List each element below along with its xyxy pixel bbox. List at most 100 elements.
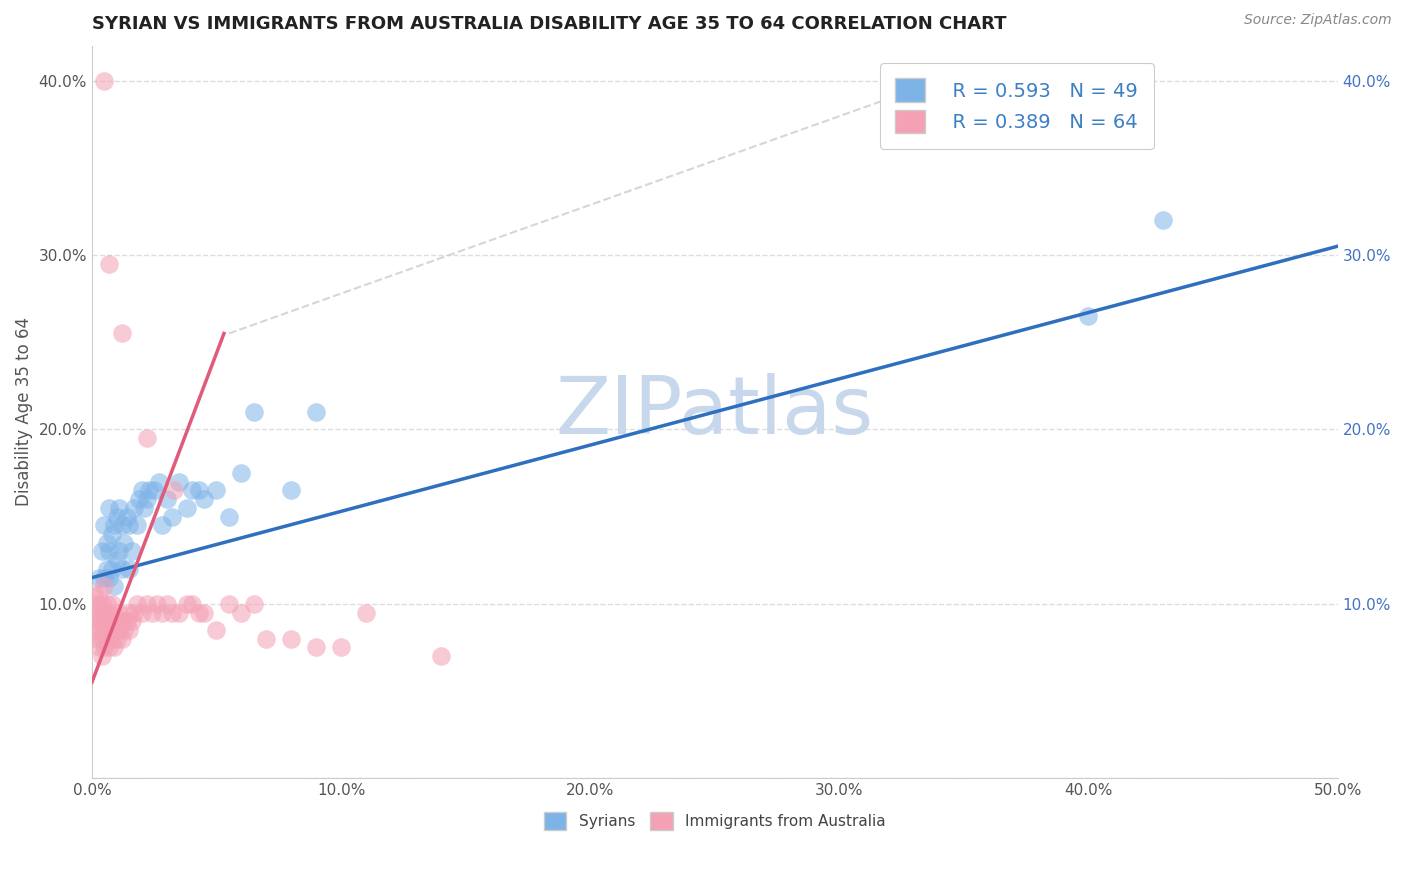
Point	[93, 518, 115, 533]
Point	[93, 571, 115, 585]
Point	[115, 509, 138, 524]
Point	[89, 623, 111, 637]
Point	[103, 518, 125, 533]
Point	[1077, 309, 1099, 323]
Point	[118, 606, 141, 620]
Point	[105, 553, 128, 567]
Point	[128, 492, 150, 507]
Point	[205, 483, 228, 498]
Point	[231, 606, 253, 620]
Point	[180, 597, 202, 611]
Point	[90, 649, 112, 664]
Point	[156, 492, 179, 507]
Point	[205, 623, 228, 637]
Point	[122, 500, 145, 515]
Point	[98, 623, 121, 637]
Point	[108, 623, 131, 637]
Point	[131, 483, 153, 498]
Point	[96, 597, 118, 611]
Point	[121, 544, 143, 558]
Point	[98, 544, 121, 558]
Legend: Syrians, Immigrants from Australia: Syrians, Immigrants from Australia	[537, 805, 893, 837]
Point	[86, 632, 108, 646]
Point	[93, 73, 115, 87]
Point	[89, 588, 111, 602]
Point	[111, 614, 134, 628]
Point	[101, 632, 124, 646]
Point	[141, 606, 163, 620]
Point	[218, 597, 240, 611]
Point	[188, 606, 211, 620]
Point	[176, 500, 198, 515]
Point	[160, 509, 183, 524]
Point	[89, 606, 111, 620]
Point	[89, 640, 111, 655]
Point	[188, 483, 211, 498]
Point	[101, 597, 124, 611]
Point	[108, 544, 131, 558]
Text: ZIPatlas: ZIPatlas	[555, 373, 875, 451]
Point	[156, 597, 179, 611]
Point	[101, 562, 124, 576]
Point	[86, 614, 108, 628]
Point	[108, 500, 131, 515]
Point	[231, 466, 253, 480]
Point	[160, 606, 183, 620]
Point	[93, 579, 115, 593]
Point	[111, 518, 134, 533]
Point	[83, 623, 105, 637]
Point	[96, 562, 118, 576]
Point	[429, 649, 451, 664]
Point	[305, 405, 328, 419]
Point	[354, 606, 377, 620]
Point	[1152, 213, 1174, 227]
Point	[143, 483, 166, 498]
Point	[101, 527, 124, 541]
Point	[90, 544, 112, 558]
Point	[125, 518, 148, 533]
Point	[98, 606, 121, 620]
Point	[98, 640, 121, 655]
Point	[105, 632, 128, 646]
Point	[98, 571, 121, 585]
Point	[135, 492, 157, 507]
Point	[90, 614, 112, 628]
Point	[90, 632, 112, 646]
Point	[330, 640, 353, 655]
Point	[243, 405, 266, 419]
Point	[86, 597, 108, 611]
Point	[176, 597, 198, 611]
Point	[193, 492, 215, 507]
Point	[180, 483, 202, 498]
Point	[98, 257, 121, 271]
Point	[150, 606, 173, 620]
Point	[121, 614, 143, 628]
Point	[103, 579, 125, 593]
Point	[118, 518, 141, 533]
Point	[89, 571, 111, 585]
Point	[122, 606, 145, 620]
Point	[93, 640, 115, 655]
Point	[145, 597, 167, 611]
Point	[93, 623, 115, 637]
Point	[131, 606, 153, 620]
Point	[115, 614, 138, 628]
Point	[135, 597, 157, 611]
Point	[218, 509, 240, 524]
Point	[163, 483, 186, 498]
Point	[135, 431, 157, 445]
Point	[125, 597, 148, 611]
Point	[96, 632, 118, 646]
Point	[111, 562, 134, 576]
Point	[98, 500, 121, 515]
Point	[90, 597, 112, 611]
Point	[167, 606, 190, 620]
Point	[83, 606, 105, 620]
Point	[112, 535, 135, 549]
Point	[105, 614, 128, 628]
Point	[118, 623, 141, 637]
Point	[101, 614, 124, 628]
Point	[108, 606, 131, 620]
Text: SYRIAN VS IMMIGRANTS FROM AUSTRALIA DISABILITY AGE 35 TO 64 CORRELATION CHART: SYRIAN VS IMMIGRANTS FROM AUSTRALIA DISA…	[91, 15, 1007, 33]
Point	[112, 623, 135, 637]
